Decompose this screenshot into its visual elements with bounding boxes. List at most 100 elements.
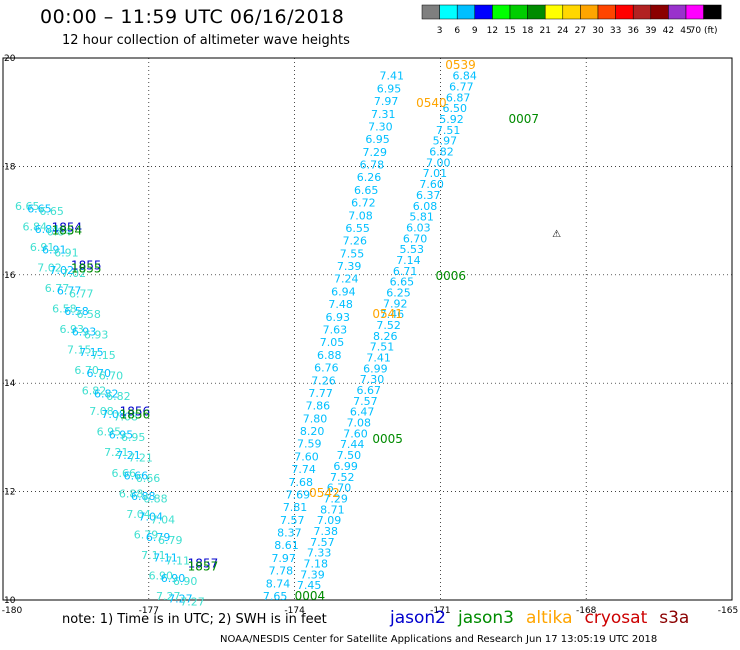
wave-height-value: 6.91: [42, 244, 67, 257]
wave-height-value: 7.30: [368, 120, 393, 133]
scale-swatch: [632, 4, 652, 20]
wave-height-value: 6.91: [30, 241, 55, 254]
wave-height-value: 7.29: [323, 492, 348, 505]
wave-height-value: 6.82: [429, 146, 454, 159]
time-label: 1855: [71, 258, 102, 272]
x-tick-label: -168: [576, 606, 597, 616]
wave-height-value: 6.90: [161, 572, 186, 585]
x-tick-label: -180: [2, 606, 23, 616]
wave-height-value: 6.47: [350, 406, 375, 419]
wave-height-value: 6.77: [57, 285, 82, 298]
time-label: 0542: [309, 486, 340, 500]
wave-height-value: 6.25: [386, 286, 411, 299]
note-text: note: 1) Time is in UTC; 2) SWH is in fe…: [62, 612, 327, 627]
wave-height-value: 7.04: [138, 511, 163, 524]
scale-swatch: [685, 4, 704, 20]
y-tick-label: 18: [4, 162, 16, 172]
wave-height-value: 6.79: [146, 531, 171, 544]
wave-height-value: 7.02: [62, 267, 87, 280]
wave-height-value: 7.63: [323, 323, 348, 336]
wave-height-value: 7.86: [306, 400, 331, 413]
wave-height-value: 7.57: [280, 514, 305, 527]
scale-label: 27: [575, 26, 586, 36]
scale-swatch: [421, 4, 440, 20]
scale-swatch: [509, 4, 528, 20]
wave-height-value: 7.48: [328, 298, 353, 311]
x-tick-label: -174: [284, 606, 305, 616]
wave-height-value: 7.51: [436, 124, 461, 137]
wave-height-value: 6.95: [365, 133, 390, 146]
wave-height-value: 7.41: [366, 352, 391, 365]
scale-label: 70 (ft): [690, 26, 718, 36]
wave-height-value: 7.65: [263, 590, 288, 603]
wave-height-value: 7.02: [49, 264, 74, 277]
wave-height-value: 6.84: [35, 223, 60, 236]
legend-altika: altika: [526, 608, 573, 628]
time-label: 0539: [445, 58, 476, 72]
chart-subtitle: 12 hour collection of altimeter wave hei…: [62, 33, 350, 48]
wave-height-value: 6.58: [64, 305, 89, 318]
scale-label: 6: [454, 26, 460, 36]
wave-height-value: 8.74: [266, 577, 291, 590]
map-marker-icon: ⚠: [552, 229, 561, 240]
wave-height-value: 6.94: [331, 285, 356, 298]
scale-label: 33: [610, 26, 621, 36]
wave-height-value: 6.84: [22, 220, 47, 233]
wave-height-value: 6.77: [449, 81, 474, 94]
wave-height-value: 6.76: [314, 362, 339, 375]
time-label: 0007: [508, 112, 539, 126]
wave-height-value: 7.59: [297, 438, 322, 451]
time-label: 1854: [52, 223, 83, 237]
scale-swatch: [439, 4, 458, 20]
chart-title: 00:00 – 11:59 UTC 06/16/2018: [40, 6, 345, 28]
wave-height-value: 6.58: [52, 302, 77, 315]
wave-height-value: 8.37: [277, 527, 302, 540]
time-label: 0541: [372, 307, 403, 321]
wave-height-value: 7.81: [283, 501, 308, 514]
scale-label: 42: [663, 26, 674, 36]
time-label: 0004: [295, 589, 326, 603]
scale-label: 18: [522, 26, 534, 36]
wave-height-value: 7.27: [156, 590, 181, 603]
wave-height-value: 7.77: [308, 387, 333, 400]
wave-height-value: 7.52: [330, 471, 355, 484]
wave-height-value: 6.82: [106, 390, 131, 403]
wave-height-value: 6.93: [60, 323, 85, 336]
wave-height-value: 7.15: [79, 346, 104, 359]
wave-height-value: 7.14: [396, 254, 421, 267]
wave-height-value: 7.08: [347, 417, 372, 430]
wave-height-value: 7.39: [300, 568, 325, 581]
wave-height-value: 6.70: [87, 367, 112, 380]
time-label: 1854: [52, 220, 83, 234]
wave-height-value: 6.95: [97, 426, 122, 439]
wave-height-value: 7.04: [151, 513, 176, 526]
wave-height-value: 6.70: [327, 482, 352, 495]
wave-height-value: 8.61: [274, 539, 299, 552]
wave-height-value: 6.66: [124, 469, 149, 482]
wave-height-value: 7.15: [67, 344, 92, 357]
scale-swatch: [580, 4, 599, 20]
wave-height-value: 6.70: [74, 364, 99, 377]
wave-height-value: 7.33: [307, 547, 332, 560]
wave-height-value: 7.01: [423, 167, 448, 180]
wave-height-value: 7.05: [320, 336, 345, 349]
wave-height-value: 6.03: [406, 221, 431, 234]
wave-height-value: 6.95: [121, 431, 146, 444]
wave-height-value: 6.82: [82, 385, 107, 398]
wave-height-value: 6.70: [99, 369, 124, 382]
wave-height-value: 6.99: [363, 362, 388, 375]
wave-height-value: 7.00: [426, 156, 451, 169]
wave-height-value: 6.90: [149, 569, 174, 582]
wave-height-value: 8.71: [320, 503, 345, 516]
wave-height-value: 7.50: [337, 449, 362, 462]
wave-height-value: 7.97: [271, 552, 296, 565]
wave-height-value: 6.88: [119, 487, 144, 500]
scale-label: 45: [680, 26, 691, 36]
wave-height-value: 6.77: [69, 287, 94, 300]
wave-height-value: 7.26: [343, 235, 368, 248]
scale-label: 39: [645, 26, 657, 36]
wave-height-value: 7.26: [311, 374, 336, 387]
time-label: 1855: [71, 261, 102, 275]
wave-height-value: 6.82: [94, 387, 119, 400]
